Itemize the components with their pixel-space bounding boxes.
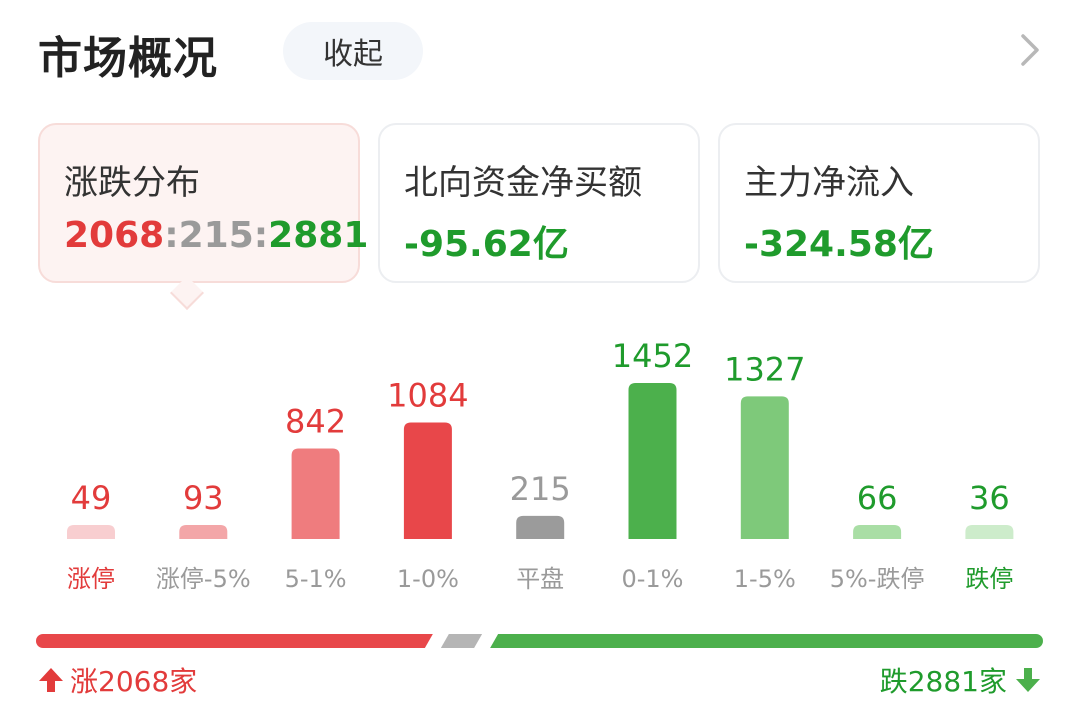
- bar-1-0%: [403, 422, 452, 539]
- category-label: 1-5%: [734, 565, 796, 593]
- down-count: 2881: [268, 215, 369, 256]
- value-label: 215: [510, 470, 571, 508]
- card-value: -95.62亿: [404, 224, 569, 265]
- bar-0-1%: [628, 383, 677, 539]
- card-label: 北向资金净买额: [404, 163, 642, 203]
- category-label: 涨停-5%: [156, 565, 251, 593]
- value-label: 49: [71, 479, 112, 517]
- ratio-sep: :: [164, 215, 179, 256]
- arrow-up-icon: [39, 668, 63, 692]
- page-title: 市场概况: [38, 33, 218, 84]
- bar-5%-跌停: [853, 525, 902, 539]
- category-label: 5-1%: [285, 565, 347, 593]
- category-label: 1-0%: [397, 565, 459, 593]
- main-fund-inflow-card[interactable]: 主力净流入 -324.58亿: [718, 123, 1040, 283]
- up-count: 2068: [64, 215, 165, 256]
- category-label: 平盘: [516, 565, 564, 593]
- arrow-down-icon: [1016, 668, 1040, 692]
- category-label: 0-1%: [621, 565, 683, 593]
- collapse-button[interactable]: 收起: [283, 22, 423, 80]
- fall-proportion-bar: [490, 634, 1043, 648]
- value-label: 1327: [724, 350, 805, 388]
- rise-fall-ratio: 2068:215:2881: [64, 215, 368, 256]
- bar-涨停: [67, 525, 115, 539]
- value-label: 93: [183, 479, 224, 517]
- flat-proportion-bar: [441, 634, 482, 648]
- ratio-sep: :: [253, 215, 269, 256]
- category-label: 跌停: [965, 565, 1013, 593]
- value-label: 36: [969, 479, 1010, 517]
- category-label: 5%-跌停: [830, 565, 925, 593]
- chevron-right-icon[interactable]: [1011, 30, 1051, 70]
- distribution-bar-chart: 49 涨停 93 涨停-5% 842 5-1% 1084 1-0% 215 平盘 1452 0-1% 1…: [67, 337, 1014, 593]
- card-value: -324.58亿: [744, 224, 934, 265]
- value-label: 1084: [387, 377, 468, 415]
- rise-fall-distribution-card[interactable]: 涨跌分布 2068:215:2881: [38, 123, 368, 283]
- bar-5-1%: [291, 448, 340, 539]
- rise-summary-text: 涨2068家: [70, 665, 198, 698]
- flat-count: 215: [178, 215, 254, 256]
- card-label: 涨跌分布: [64, 163, 200, 203]
- bar-涨停-5%: [179, 525, 228, 539]
- bar-跌停: [965, 525, 1014, 539]
- rise-summary: 涨2068家: [38, 660, 197, 700]
- fall-summary: 跌2881家: [880, 660, 1041, 700]
- card-label: 主力净流入: [744, 163, 914, 203]
- value-label: 66: [857, 479, 898, 517]
- category-label: 涨停: [67, 565, 115, 593]
- rise-proportion-bar: [36, 634, 433, 648]
- value-label: 842: [285, 403, 346, 441]
- northbound-funds-card[interactable]: 北向资金净买额 -95.62亿: [378, 123, 700, 283]
- bar-平盘: [516, 515, 565, 539]
- fall-summary-text: 跌2881家: [879, 665, 1007, 698]
- value-label: 1452: [612, 337, 693, 375]
- bar-1-5%: [740, 396, 789, 539]
